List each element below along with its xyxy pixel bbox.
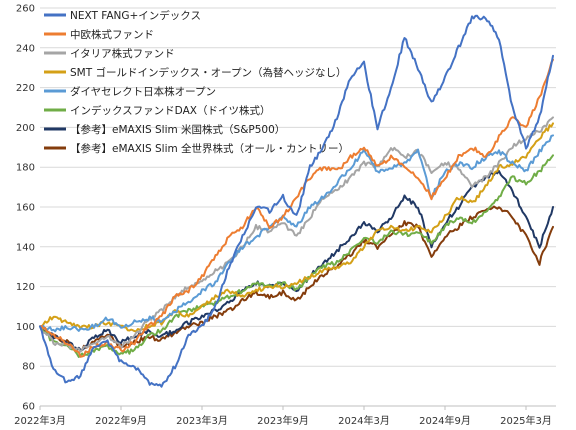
series-lines [39,14,554,388]
y-tick-label: 180 [16,163,35,174]
series-line-2 [39,116,554,353]
legend-label: ダイヤセレクト日本株オープン [70,85,216,98]
y-tick-label: 120 [16,282,35,293]
series-line-1 [39,58,554,358]
legend-label: SMT ゴールドインデックス・オープン（為替ヘッジなし） [70,66,347,79]
x-tick-label: 2024年3月 [338,414,390,427]
x-tick-label: 2022年3月 [14,414,66,427]
y-tick-label: 200 [16,123,35,134]
legend-label: インデックスファンドDAX（ドイツ株式） [70,104,270,117]
legend-label: イタリア株式ファンド [70,47,175,60]
x-tick-label: 2023年9月 [257,414,309,427]
y-tick-label: 60 [22,402,35,413]
y-tick-label: 100 [16,322,35,333]
series-line-7 [39,205,554,352]
legend-label: 中欧株式ファンド [70,28,154,41]
y-tick-label: 240 [16,43,35,54]
x-tick-label: 2022年9月 [95,414,147,427]
series-line-0 [39,14,554,388]
x-tick-label: 2025年3月 [500,414,552,427]
y-tick-label: 260 [16,4,35,15]
series-line-6 [39,170,554,352]
series-line-4 [39,134,554,333]
y-axis-ticks: 60 80 100 120 140 160 180 200 220 240 260 [16,4,35,413]
legend-label: 【参考】eMAXIS Slim 米国株式（S&P500） [70,123,285,136]
x-tick-label: 2024年9月 [419,414,471,427]
series-line-3 [39,122,554,333]
legend-label: 【参考】eMAXIS Slim 全世界株式（オール・カントリー） [70,142,349,155]
series-line-5 [39,154,554,358]
grid-lines [40,7,556,407]
y-tick-label: 160 [16,203,35,214]
legend-label: NEXT FANG+インデックス [70,9,201,22]
x-tick-label: 2023年3月 [176,414,228,427]
y-tick-label: 80 [22,362,35,373]
x-axis-ticks: 2022年3月 2022年9月 2023年3月 2023年9月 2024年3月 2024年… [14,406,552,427]
y-tick-label: 220 [16,83,35,94]
y-tick-label: 140 [16,242,35,253]
